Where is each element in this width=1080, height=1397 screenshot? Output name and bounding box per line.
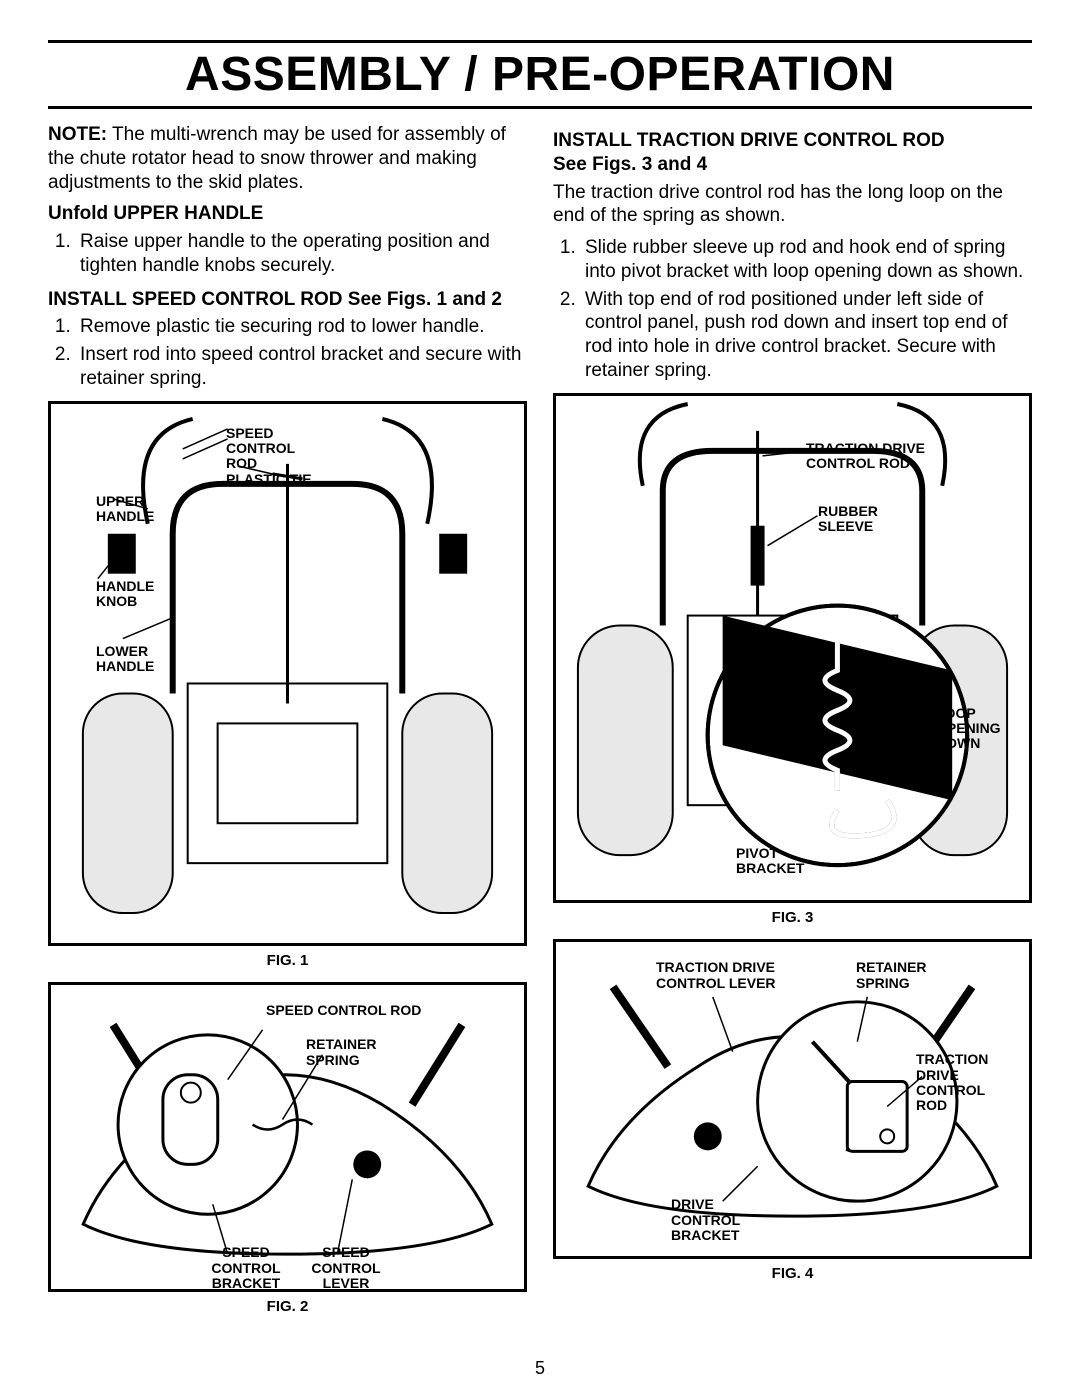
figure-2-diagram [51,985,524,1289]
figure-2-caption: FIG. 2 [48,1298,527,1317]
fig3-label-traction-rod: TRACTION DRIVE CONTROL ROD [806,441,936,472]
fig3-label-loop-opening: LOOP OPENING DOWN [936,706,1016,752]
fig1-label-handle-knob: HANDLE KNOB [96,579,161,610]
figure-2-box: SPEED CONTROL ROD RETAINER SPRING SPEED … [48,982,527,1292]
install-speed-list: Remove plastic tie securing rod to lower… [48,315,527,390]
fig1-label-speed-control-rod: SPEED CONTROL ROD [226,426,306,472]
figure-1-box: SPEED CONTROL ROD PLASTIC TIE UPPER HAND… [48,401,527,946]
unfold-list: Raise upper handle to the operating posi… [48,230,527,278]
list-item: Remove plastic tie securing rod to lower… [76,315,527,339]
list-item: Insert rod into speed control bracket an… [76,343,527,391]
fig1-label-upper-handle: UPPER HANDLE [96,494,161,525]
fig1-label-lower-handle: LOWER HANDLE [96,644,161,675]
fig3-label-pivot-bracket: PIVOT BRACKET [736,846,816,877]
unfold-heading: Unfold UPPER HANDLE [48,202,527,226]
heading-line2: See Figs. 3 and 4 [553,154,707,175]
fig3-label-rubber-sleeve: RUBBER SLEEVE [818,504,898,535]
left-column: NOTE: The multi-wrench may be used for a… [48,123,527,1329]
fig4-label-retainer-spring: RETAINER SPRING [856,960,936,991]
right-column: INSTALL TRACTION DRIVE CONTROL ROD See F… [553,123,1032,1329]
fig2-label-speed-control-rod: SPEED CONTROL ROD [266,1003,421,1018]
top-rule [48,40,1032,43]
heading-line1: INSTALL TRACTION DRIVE CONTROL ROD [553,130,945,151]
install-speed-heading: INSTALL SPEED CONTROL ROD See Figs. 1 an… [48,288,527,312]
page-title: ASSEMBLY / PRE-OPERATION [48,45,1032,106]
figure-3-caption: FIG. 3 [553,909,1032,928]
content-columns: NOTE: The multi-wrench may be used for a… [48,123,1032,1329]
traction-intro: The traction drive control rod has the l… [553,181,1032,229]
page-number: 5 [0,1358,1080,1379]
fig1-label-plastic-tie: PLASTIC TIE [226,472,312,487]
figure-4-caption: FIG. 4 [553,1265,1032,1284]
figure-1-caption: FIG. 1 [48,952,527,971]
traction-list: Slide rubber sleeve up rod and hook end … [553,236,1032,383]
bottom-rule [48,106,1032,109]
figure-4-box: TRACTION DRIVE CONTROL LEVER RETAINER SP… [553,939,1032,1259]
list-item: Raise upper handle to the operating posi… [76,230,527,278]
fig2-label-speed-control-lever: SPEED CONTROL LEVER [306,1245,386,1291]
list-item: With top end of rod positioned under lef… [581,288,1032,383]
note-prefix: NOTE: [48,124,107,145]
fig2-label-speed-control-bracket: SPEED CONTROL BRACKET [206,1245,286,1291]
list-item: Slide rubber sleeve up rod and hook end … [581,236,1032,284]
fig2-label-retainer-spring: RETAINER SPRING [306,1037,386,1068]
figure-3-diagram [556,396,1029,900]
figure-3-box: TRACTION DRIVE CONTROL ROD RUBBER SLEEVE… [553,393,1032,903]
install-traction-heading: INSTALL TRACTION DRIVE CONTROL ROD See F… [553,129,1032,177]
fig4-label-traction-rod: TRACTION DRIVE CONTROL ROD [916,1052,1006,1114]
fig4-label-traction-lever: TRACTION DRIVE CONTROL LEVER [656,960,796,991]
fig4-label-drive-bracket: DRIVE CONTROL BRACKET [671,1197,751,1243]
note-paragraph: NOTE: The multi-wrench may be used for a… [48,123,527,194]
note-body: The multi-wrench may be used for assembl… [48,124,506,193]
